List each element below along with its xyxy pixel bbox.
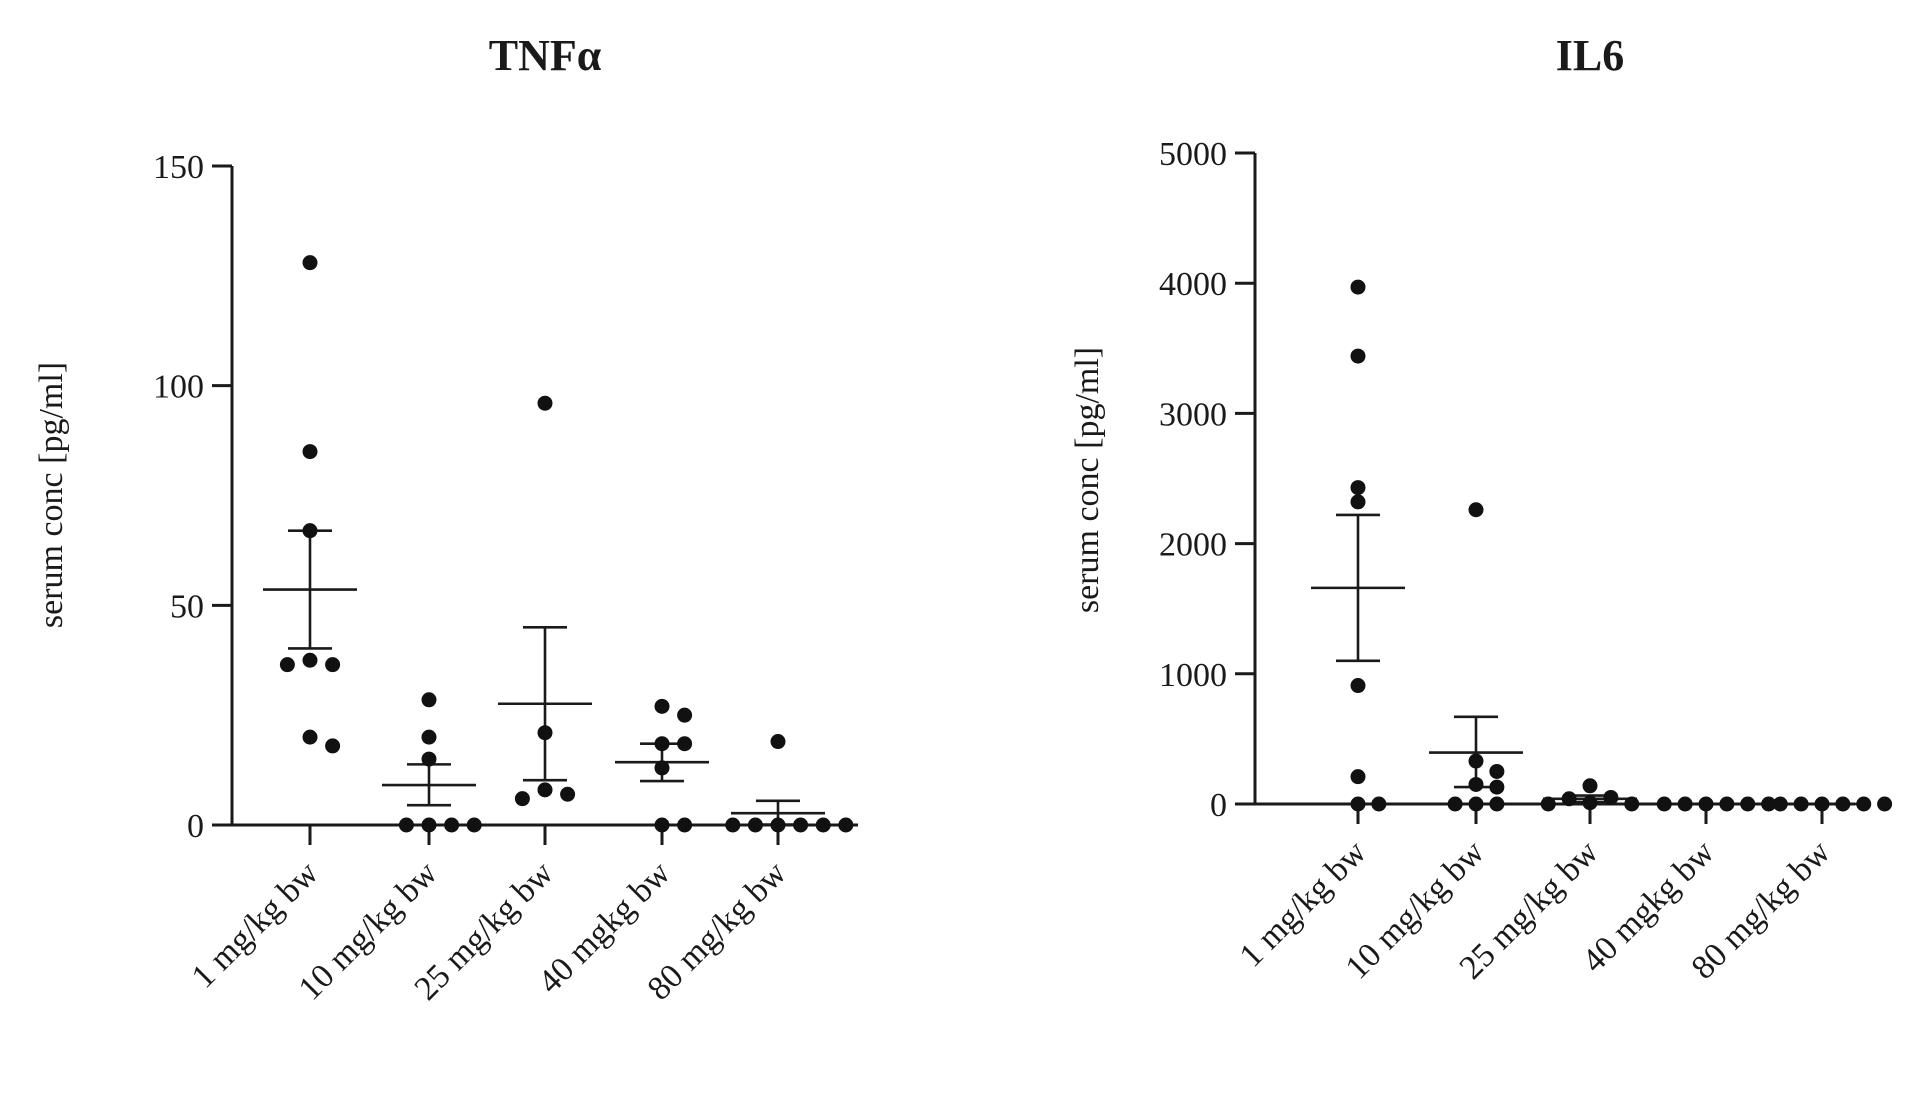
data-point — [725, 817, 741, 833]
data-point — [1468, 753, 1484, 769]
data-point — [1835, 796, 1851, 812]
data-point — [654, 817, 670, 833]
y-tick-label: 100 — [153, 369, 204, 406]
y-tick-label: 0 — [187, 808, 204, 845]
y-ticks: 0 1000 2000 3000 4000 5000 — [1159, 136, 1255, 824]
data-point — [537, 782, 553, 798]
y-tick-label: 0 — [1210, 787, 1227, 824]
data-point — [1719, 796, 1735, 812]
data-point — [1793, 796, 1809, 812]
data-point — [560, 786, 576, 802]
data-point — [1677, 796, 1693, 812]
y-tick-label: 1000 — [1159, 657, 1227, 694]
y-tick-label: 50 — [170, 588, 204, 625]
y-tick-label: 5000 — [1159, 136, 1227, 173]
data-point — [1468, 796, 1484, 812]
data-point — [1582, 778, 1598, 794]
data-point — [1350, 769, 1366, 785]
data-point — [677, 817, 693, 833]
chart-title: IL6 — [1556, 31, 1624, 80]
data-point — [325, 657, 341, 673]
data-point — [444, 817, 460, 833]
data-point — [654, 736, 670, 752]
data-point — [747, 817, 763, 833]
data-point — [1350, 796, 1366, 812]
data-point — [1561, 791, 1577, 807]
y-axis-label: serum conc [pg/ml] — [1069, 347, 1106, 613]
data-point — [325, 738, 341, 754]
data-point — [1468, 776, 1484, 792]
data-point — [1814, 796, 1830, 812]
data-point — [793, 817, 809, 833]
data-point — [1582, 795, 1598, 811]
data-point — [677, 736, 693, 752]
data-point — [1447, 796, 1463, 812]
data-point — [1350, 279, 1366, 295]
data-point — [302, 652, 318, 668]
data-point — [279, 657, 295, 673]
axes — [1253, 153, 1855, 806]
y-tick-label: 3000 — [1159, 396, 1227, 433]
data-point — [1603, 789, 1619, 805]
data-marks — [1311, 279, 1893, 812]
data-marks — [263, 255, 854, 833]
y-tick-label: 4000 — [1159, 266, 1227, 303]
data-point — [421, 817, 437, 833]
chart-title: TNFα — [489, 31, 602, 80]
data-point — [302, 523, 318, 539]
data-point — [770, 817, 786, 833]
data-point — [398, 817, 414, 833]
data-point — [1371, 796, 1387, 812]
data-point — [466, 817, 482, 833]
data-point — [421, 729, 437, 745]
data-point — [1761, 796, 1777, 812]
data-point — [1656, 796, 1672, 812]
data-point — [815, 817, 831, 833]
data-point — [838, 817, 854, 833]
data-point — [302, 255, 318, 271]
data-point — [677, 707, 693, 723]
data-point — [1350, 494, 1366, 510]
data-point — [514, 791, 530, 807]
y-axis-label: serum conc [pg/ml] — [33, 362, 70, 628]
data-point — [1540, 796, 1556, 812]
y-ticks: 0 50 100 150 — [153, 149, 232, 845]
data-point — [1468, 502, 1484, 518]
data-point — [1856, 796, 1872, 812]
data-point — [1350, 480, 1366, 496]
data-point — [770, 734, 786, 750]
data-point — [1489, 763, 1505, 779]
data-point — [302, 729, 318, 745]
y-tick-label: 2000 — [1159, 527, 1227, 564]
il6-chart: IL6 serum conc [pg/ml] 0 1000 2000 3000 4000… — [1069, 31, 1893, 987]
data-point — [1698, 796, 1714, 812]
data-point — [1877, 796, 1893, 812]
data-point — [654, 698, 670, 714]
data-point — [1772, 796, 1788, 812]
data-point — [421, 751, 437, 767]
y-tick-label: 150 — [153, 149, 204, 186]
data-point — [537, 395, 553, 411]
data-point — [1489, 796, 1505, 812]
data-point — [654, 760, 670, 776]
tnf-alpha-chart: TNFα serum conc [pg/ml] 0 50 100 150 1 mg/k… — [33, 31, 858, 1008]
data-point — [1350, 678, 1366, 694]
data-point — [1489, 779, 1505, 795]
data-point — [302, 444, 318, 460]
data-point — [1350, 348, 1366, 364]
data-point — [1740, 796, 1756, 812]
data-point — [421, 692, 437, 708]
data-point — [1624, 796, 1640, 812]
data-point — [537, 725, 553, 741]
